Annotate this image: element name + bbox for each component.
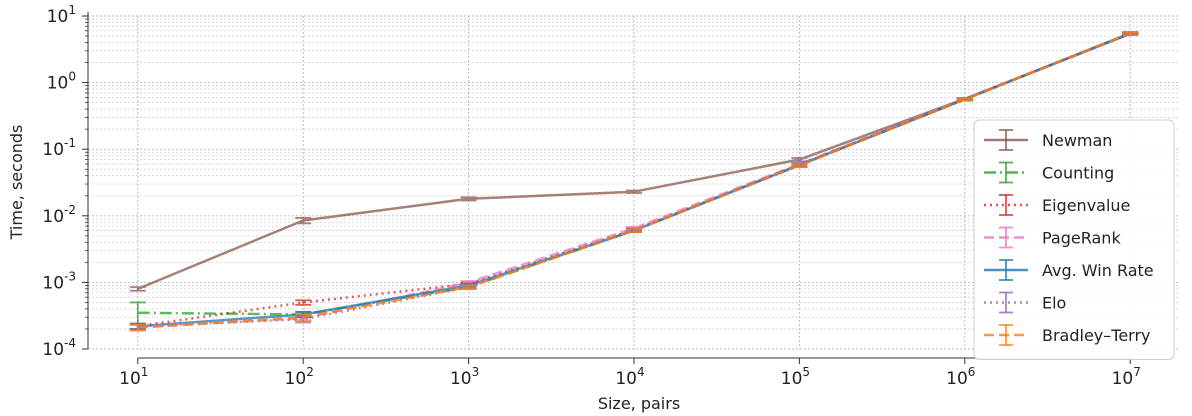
legend-label: PageRank (1042, 229, 1121, 248)
axes (82, 12, 1131, 364)
legend-label: Bradley–Terry (1042, 326, 1151, 345)
legend-label: Eigenvalue (1042, 196, 1130, 215)
series-bradley-terry (129, 31, 1139, 332)
x-tick-label: 103 (450, 365, 479, 389)
y-tick-label: 100 (47, 70, 76, 94)
x-tick-label: 104 (615, 365, 644, 389)
legend-entry: Counting (984, 161, 1114, 184)
y-tick-label: 10-1 (42, 136, 76, 160)
legend-entry: PageRank (984, 226, 1121, 249)
legend-entry: Elo (984, 291, 1066, 314)
x-axis-label: Size, pairs (598, 394, 680, 413)
legend-entry: Eigenvalue (984, 194, 1130, 216)
legend-label: Elo (1042, 294, 1066, 313)
legend: Newman Counting Eigenvalue PageRank Avg. Win… (973, 119, 1175, 360)
x-tick-label: 101 (119, 365, 148, 389)
x-tick-label: 105 (781, 365, 810, 389)
legend-label: Counting (1042, 164, 1114, 183)
y-tick-label: 10-3 (42, 269, 76, 293)
y-tick-label: 101 (47, 3, 76, 27)
x-tick-label: 106 (946, 365, 975, 389)
legend-entry: Avg. Win Rate (984, 259, 1154, 281)
legend-entry: Bradley–Terry (984, 324, 1151, 346)
y-tick-label: 10-2 (42, 203, 76, 227)
x-tick-label: 102 (285, 365, 314, 389)
legend-entry: Newman (984, 129, 1112, 151)
series-group (129, 31, 1139, 332)
legend-frame (973, 119, 1175, 360)
legend-label: Avg. Win Rate (1042, 261, 1154, 280)
tick-labels: 10-4 10-3 10-2 10-1 100 101 101 102 103 104 105 106… (42, 3, 1140, 389)
y-axis-label: Time, seconds (7, 125, 26, 241)
y-tick-label: 10-4 (42, 336, 76, 360)
legend-label: Newman (1042, 131, 1112, 150)
x-tick-label: 107 (1112, 365, 1141, 389)
